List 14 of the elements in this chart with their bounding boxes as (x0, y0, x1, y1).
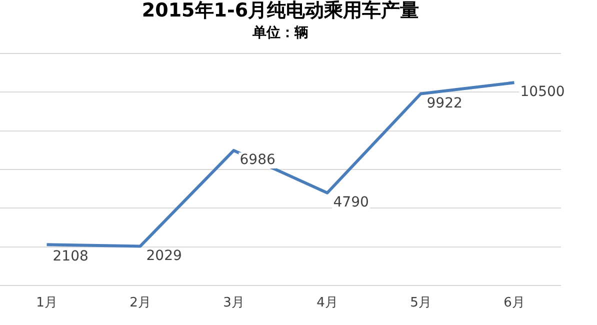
data-label: 6986 (240, 152, 276, 168)
data-label: 10500 (520, 84, 565, 100)
x-tick-label: 6月 (504, 296, 525, 311)
data-label: 4790 (333, 194, 369, 211)
chart-title: 2015年1-6月纯电动乘用车产量 (142, 0, 420, 22)
data-label: 2108 (52, 248, 88, 264)
x-tick-label: 5月 (410, 296, 432, 311)
x-tick-label: 1月 (36, 296, 58, 311)
data-label: 2029 (146, 248, 182, 264)
x-tick-label: 2月 (130, 296, 151, 311)
chart-subtitle: 单位：辆 (252, 24, 308, 41)
x-tick-label: 3月 (223, 296, 244, 311)
data-label: 9922 (426, 95, 462, 112)
x-tick-label: 4月 (316, 296, 338, 311)
